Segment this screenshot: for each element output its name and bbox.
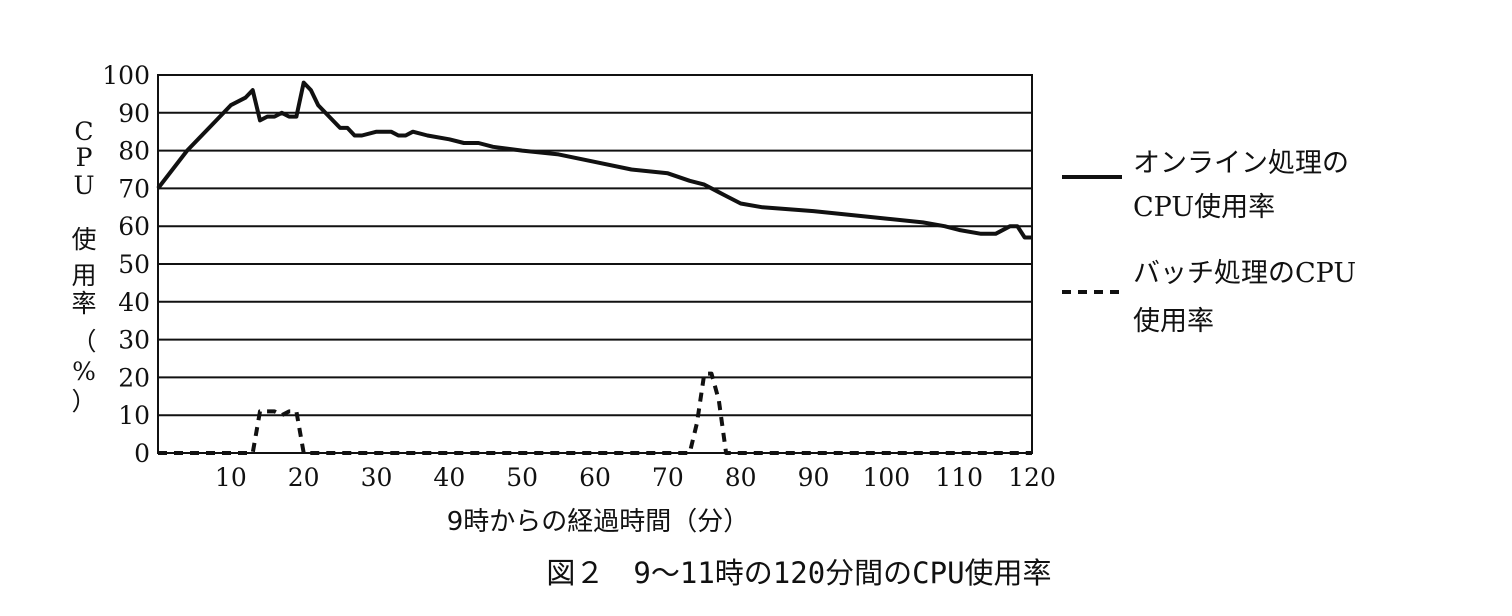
y-tick-label: 10 <box>118 401 150 430</box>
y-axis-label-char: C <box>74 117 93 146</box>
y-tick-label: 30 <box>118 326 150 355</box>
y-tick-label: 70 <box>118 174 150 203</box>
x-tick-label: 50 <box>506 463 538 492</box>
x-tick-label: 20 <box>288 463 320 492</box>
x-tick-label: 120 <box>1008 463 1056 492</box>
legend: オンライン処理の CPU使用率 バッチ処理のCPU 使用率 <box>1062 148 1356 337</box>
x-tick-label: 100 <box>862 463 910 492</box>
chart-caption: 図２ 9～11時の120分間のCPU使用率 <box>546 556 1051 590</box>
x-tick-labels: 10 20 30 40 50 60 70 80 90 100 110 120 <box>215 463 1056 492</box>
y-axis-label-char: 使 <box>71 225 96 254</box>
y-axis-label-char: 用 <box>71 261 96 290</box>
x-tick-label: 110 <box>935 463 983 492</box>
grid-lines <box>158 74 1032 454</box>
y-tick-label: 20 <box>118 363 150 392</box>
y-axis-label-char: P <box>76 143 93 172</box>
batch-cpu-series-line <box>158 371 1032 455</box>
legend-online-label-line2: CPU使用率 <box>1133 192 1275 223</box>
y-tick-label: 80 <box>118 137 150 166</box>
x-tick-label: 80 <box>725 463 757 492</box>
series-lines <box>156 80 1032 455</box>
online-cpu-series-line <box>156 80 1032 240</box>
x-tick-label: 30 <box>361 463 393 492</box>
y-axis-label-char: ） <box>71 387 96 416</box>
x-tick-label: 60 <box>579 463 611 492</box>
y-axis-label-char: U <box>73 171 94 200</box>
y-tick-labels: 0 10 20 30 40 50 60 70 80 90 100 <box>102 61 150 468</box>
y-tick-label: 60 <box>118 212 150 241</box>
x-tick-label: 70 <box>652 463 684 492</box>
y-tick-label: 100 <box>102 61 150 90</box>
legend-online-label-line1: オンライン処理の <box>1133 148 1349 179</box>
y-axis-label-char: 率 <box>71 289 96 318</box>
plot-frame <box>157 74 1033 454</box>
y-axis-label-char: % <box>72 357 96 386</box>
y-tick-label: 0 <box>134 439 150 468</box>
x-tick-label: 40 <box>433 463 465 492</box>
x-tick-label: 90 <box>798 463 830 492</box>
y-axis-label: CPU使用率 （%） <box>71 117 96 416</box>
y-axis-label-char: （ <box>71 327 96 356</box>
x-tick-label: 10 <box>215 463 247 492</box>
legend-batch-label-line1: バッチ処理のCPU <box>1133 258 1356 289</box>
y-tick-label: 50 <box>118 250 150 279</box>
y-tick-label: 40 <box>118 288 150 317</box>
legend-batch-label-line2: 使用率 <box>1133 306 1214 337</box>
x-axis-label: 9時からの経過時間（分） <box>447 507 750 537</box>
y-tick-label: 90 <box>118 99 150 128</box>
